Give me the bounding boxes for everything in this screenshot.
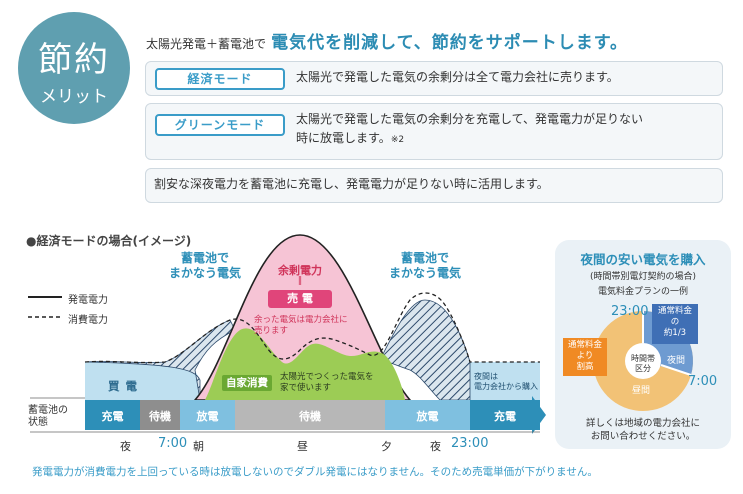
battery-state-label-line1: 蓄電池の — [28, 405, 68, 416]
callout-left-line1: 蓄電池で — [180, 251, 229, 265]
callout-expensive-line3: 割高 — [576, 362, 594, 372]
callout-cheap-line2: の — [670, 317, 680, 327]
surplus-desc-line2: 売ります — [254, 326, 289, 336]
savings-badge: 節約 メリット — [18, 12, 130, 124]
state-charge-1: 充電 — [101, 410, 124, 423]
badge-subtitle: メリット — [40, 87, 108, 107]
callout-expensive-line1: 通常料金 — [567, 340, 602, 350]
night-consumption-area-right — [470, 362, 540, 400]
night-buy-note: 夜間は 電力会社から購入 — [474, 372, 538, 392]
green-mode-text-2: 時に放電します。※2 — [296, 129, 404, 150]
sell-label: 売 電 — [268, 290, 332, 308]
night-buy-line1: 夜間は — [474, 372, 498, 381]
legend-consumption: 消費電力 — [68, 315, 108, 326]
green-mode-text: 太陽光で発電した電気の余剰分を充電して、発電電力が足りない — [296, 112, 644, 126]
battery-state-label: 蓄電池の 状態 — [28, 405, 68, 429]
green-mode-note: ※2 — [390, 135, 405, 145]
night-consumption-area — [85, 362, 200, 400]
pie-time-23: 23:00 — [611, 304, 649, 319]
panel-footnote: 詳しくは地域の電力会社に お問い合わせください。 — [555, 417, 731, 443]
surplus-desc-line1: 余った電気は電力会社に — [254, 315, 348, 325]
surplus-title: 余剰電力 — [278, 264, 322, 277]
callout-expensive-line2: より — [576, 351, 594, 361]
callout-cheap-line1: 通常料金 — [657, 306, 692, 316]
night-buy-line2: 電力会社から購入 — [474, 382, 538, 391]
panel-sub1: (時間帯別電灯契約の場合) — [589, 272, 697, 282]
time-evening: 夕 — [381, 440, 392, 453]
callout-right-line1: 蓄電池で — [400, 251, 449, 265]
legend-generation: 発電電力 — [68, 295, 108, 306]
pie-center-label: 時間帯 区分 — [626, 354, 660, 374]
pie-time-7: 7:00 — [688, 374, 718, 389]
night-mode-text: 割安な深夜電力を蓄電池に充電し、発電電力が足りない時に活用します。 — [154, 177, 549, 191]
pie-night-label: 夜間 — [667, 356, 686, 366]
pie-day-label: 昼間 — [632, 386, 651, 396]
time-night-1: 夜 — [120, 440, 131, 453]
state-standby-1: 待機 — [149, 410, 171, 423]
self-use-desc-line2: 家で使います — [280, 383, 332, 393]
headline-prefix: 太陽光発電＋蓄電池で — [146, 37, 267, 51]
mode-row-night — [145, 168, 723, 203]
panel-foot-line2: お問い合わせください。 — [590, 431, 696, 442]
time-11pm: 23:00 — [451, 436, 489, 451]
diagram-title: ●経済モードの場合(イメージ) — [26, 234, 192, 248]
buy-label: 買 電 — [108, 379, 139, 393]
callout-left-line2: まかなう電気 — [168, 266, 241, 280]
callout-cheap: 通常料金 の 約1/3 — [652, 304, 698, 344]
callout-expensive: 通常料金 より 割高 — [563, 338, 607, 376]
surplus-eq: ‖ — [297, 276, 303, 286]
time-7am: 7:00 — [158, 436, 188, 451]
economy-mode-tag: 経済モード — [155, 68, 285, 90]
callout-left: 蓄電池で まかなう電気 — [160, 251, 250, 281]
surplus-desc: 余った電気は電力会社に 売ります — [254, 315, 364, 337]
callout-cheap-line3: 約1/3 — [663, 328, 687, 338]
state-discharge-2: 放電 — [416, 410, 439, 423]
callout-right: 蓄電池で まかなう電気 — [380, 251, 470, 281]
time-morning: 朝 — [193, 440, 204, 453]
diagram-footnote: 発電電力が消費電力を上回っている時は放電しないのでダブル発電にはなりません。その… — [32, 466, 598, 478]
self-use-desc-line1: 太陽光でつくった電気を — [280, 372, 374, 382]
callout-right-line2: まかなう電気 — [388, 266, 461, 280]
panel-sub2: 電気料金プランの一例 — [597, 287, 688, 297]
pie-center-line1: 時間帯 — [631, 354, 655, 363]
state-standby-2: 待機 — [299, 410, 321, 423]
time-noon: 昼 — [297, 440, 308, 453]
consumption-line — [84, 292, 540, 364]
badge-title: 節約 — [38, 40, 110, 80]
mode-row-green — [145, 103, 723, 160]
self-use-desc: 太陽光でつくった電気を 家で使います — [280, 372, 374, 394]
pie-center-line2: 区分 — [635, 364, 651, 373]
headline-main: 電気代を削減して、節約をサポートします。 — [271, 33, 629, 53]
battery-state-label-line2: 状態 — [28, 417, 48, 428]
green-mode-text-line2: 時に放電します。 — [296, 131, 391, 145]
time-night-2: 夜 — [430, 440, 441, 453]
state-charge-2: 充電 — [494, 410, 516, 423]
self-use-label: 自家消費 — [222, 375, 272, 391]
green-mode-tag: グリーンモード — [155, 114, 285, 136]
panel-foot-line1: 詳しくは地域の電力会社に — [585, 418, 700, 429]
state-discharge-1: 放電 — [196, 410, 219, 423]
headline: 太陽光発電＋蓄電池で 電気代を削減して、節約をサポートします。 — [146, 28, 628, 53]
economy-mode-text: 太陽光で発電した電気の余剰分は全て電力会社に売ります。 — [296, 70, 619, 84]
panel-title: 夜間の安い電気を購入 — [580, 252, 706, 267]
